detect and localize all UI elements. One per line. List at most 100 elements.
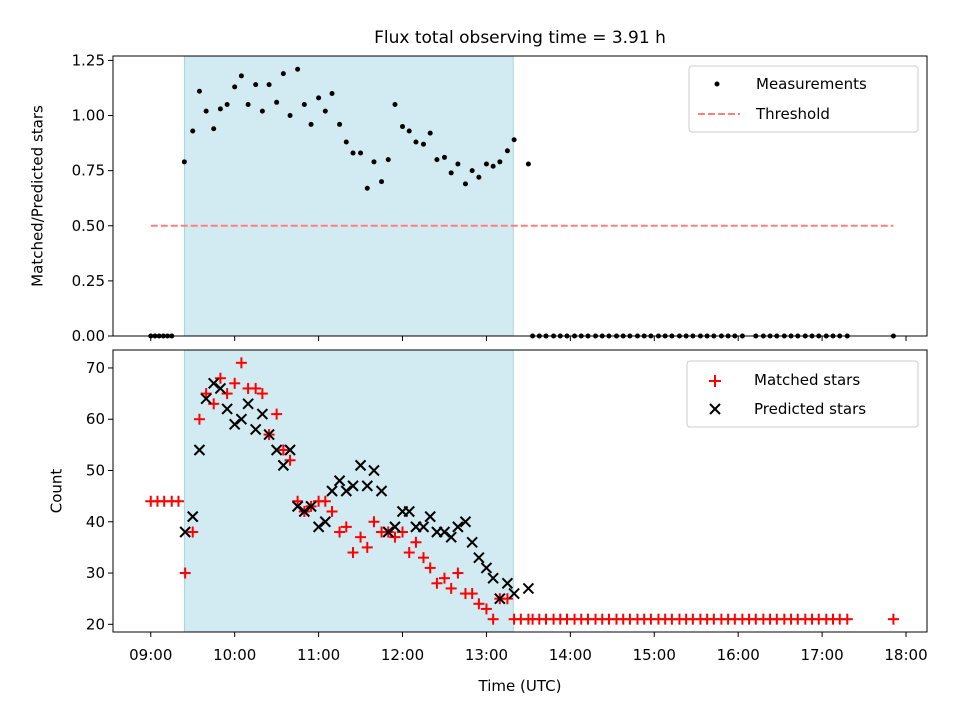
predicted-point (501, 577, 514, 589)
measurement-point (490, 163, 496, 169)
predicted-point (508, 587, 520, 600)
legend-threshold-label: Threshold (755, 105, 830, 123)
predicted-point (179, 526, 191, 538)
x-tick-label: 18:00 (884, 646, 927, 664)
measurement-point (441, 154, 447, 160)
predicted-point (459, 516, 472, 528)
measurement-point (266, 82, 272, 88)
predicted-point (354, 459, 367, 472)
x-tick-label: 15:00 (633, 646, 676, 664)
measurement-point (448, 170, 454, 176)
predicted-point (445, 531, 457, 543)
predicted-point (487, 572, 499, 584)
matched-point (179, 567, 191, 579)
matched-point (887, 613, 899, 625)
matched-point (256, 388, 268, 400)
predicted-point (361, 480, 373, 492)
matched-point (424, 562, 436, 574)
matched-point (361, 541, 373, 553)
measurement-point (427, 130, 433, 136)
measurement-point (337, 121, 343, 127)
measurement-point (504, 148, 510, 154)
y-tick-label: 40 (86, 513, 105, 531)
y-tick-label: 0.50 (72, 217, 105, 235)
predicted-point (438, 526, 451, 538)
series-matched-stars (145, 357, 899, 625)
predicted-point (466, 536, 478, 548)
measurement-point (245, 102, 251, 108)
measurement-point (469, 168, 475, 174)
predicted-point (494, 592, 506, 605)
y-tick-label: 30 (86, 564, 105, 582)
measurement-point (203, 108, 209, 114)
predicted-point (263, 428, 275, 441)
measurement-point (322, 108, 328, 114)
measurement-point (385, 157, 391, 163)
predicted-point (326, 485, 338, 497)
top-axes-frame (112, 55, 928, 337)
matched-point (214, 372, 226, 384)
y-tick-label: 50 (86, 461, 105, 479)
matched-point (221, 388, 233, 400)
measurement-point (211, 126, 217, 132)
measurement-point (350, 150, 356, 156)
matched-point (473, 598, 485, 610)
matched-point (277, 444, 289, 456)
legend-predicted-label: Predicted stars (754, 400, 866, 418)
x-tick-label: 13:00 (465, 646, 508, 664)
measurement-point (224, 102, 230, 108)
measurement-point (196, 88, 202, 94)
predicted-point (368, 464, 380, 477)
predicted-point (333, 475, 346, 487)
y-tick-label: 0.00 (72, 327, 105, 345)
bottom-panel: 20 30 40 50 60 70 09:00 10:00 11:00 12:00 13:00 14… (48, 349, 928, 695)
matched-point (347, 547, 359, 559)
matched-point (480, 603, 492, 615)
predicted-point (452, 521, 464, 533)
matched-point (319, 495, 331, 507)
matched-point (271, 408, 283, 420)
matched-point (235, 357, 247, 369)
predicted-point (382, 526, 394, 538)
measurement-point (455, 161, 461, 167)
matched-point (841, 613, 853, 625)
predicted-point (277, 459, 290, 472)
measurement-point (420, 141, 426, 147)
top-y-axis-label: Matched/Predicted stars (29, 105, 47, 287)
bottom-axes-frame (112, 349, 928, 633)
measurement-point (358, 150, 364, 156)
measurement-point (400, 124, 406, 130)
legend-matched-label: Matched stars (754, 371, 860, 389)
measurement-point (511, 137, 517, 143)
predicted-point (221, 403, 233, 415)
measurement-point (274, 99, 280, 105)
x-tick-label: 10:00 (213, 646, 256, 664)
matched-point (368, 516, 380, 528)
matched-point (326, 506, 338, 518)
matched-point (431, 577, 443, 589)
measurement-point (483, 161, 489, 167)
predicted-point (298, 505, 311, 518)
top-shaded-span (183, 55, 514, 337)
predicted-point (340, 485, 352, 497)
predicted-point (256, 408, 269, 420)
top-y-ticks: 0.00 0.25 0.50 0.75 1.00 1.25 (72, 51, 113, 345)
predicted-point (207, 377, 220, 390)
measurement-point (280, 71, 286, 77)
y-tick-label: 0.25 (72, 272, 105, 290)
top-panel: 0.00 0.25 0.50 0.75 1.00 1.25 Matched/Predict… (29, 51, 928, 345)
x-tick-label: 16:00 (717, 646, 760, 664)
matched-point (292, 495, 304, 507)
predicted-point (522, 582, 535, 595)
legend-predicted-marker (709, 403, 721, 415)
matched-point (466, 588, 478, 600)
matched-point (403, 547, 415, 559)
matched-point (229, 377, 241, 389)
predicted-point (242, 398, 254, 410)
matched-point (334, 526, 346, 538)
matched-point (445, 582, 457, 594)
measurement-point (295, 66, 301, 72)
predicted-point (375, 485, 388, 497)
measurement-point (364, 185, 370, 191)
measurement-point (287, 113, 293, 119)
